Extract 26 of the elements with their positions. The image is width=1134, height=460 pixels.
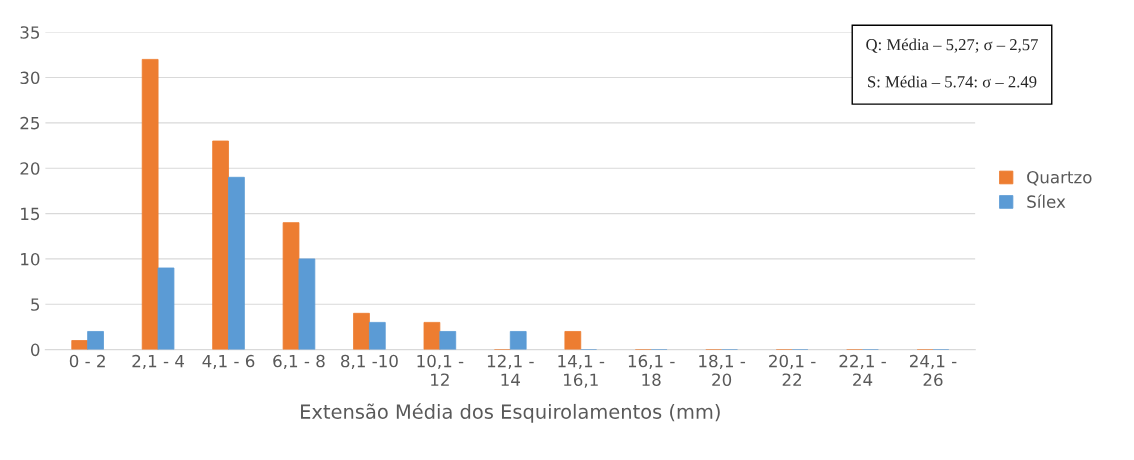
x-tick-label: 6,1 - 8 (273, 354, 325, 370)
y-tick-label: 5 (31, 298, 40, 311)
x-tick-label: 14,1 - 16,1 (558, 354, 605, 388)
x-tick-label: 4,1 - 6 (202, 354, 255, 370)
y-tick-label: 35 (20, 26, 40, 39)
x-tick-label: 20,1 - 22 (769, 354, 816, 386)
x-tick-label: 24,1 - 26 (909, 354, 957, 387)
annotation: Q: Média – 5,27; σ – 2,57 (866, 38, 1038, 53)
legend-label: Quartzo (1027, 170, 1092, 186)
y-tick-label: 15 (21, 207, 40, 221)
x-tick-label: 2,1 - 4 (132, 354, 184, 370)
x-tick-label: 16,1 - 18 (628, 354, 675, 387)
x-axis-title: Extensão Média dos Esquirolamentos (mm) (301, 403, 720, 423)
annotation: S: Média – 5.74: σ – 2.49 (868, 75, 1037, 88)
x-tick-label: 12,1 - 14 (487, 354, 534, 386)
x-tick-label: 8,1 -10 (341, 354, 398, 370)
y-tick-label: 30 (20, 71, 40, 85)
y-tick-label: 20 (20, 162, 40, 175)
x-tick-label: 18,1 - 20 (699, 354, 746, 387)
x-tick-label: 10,1 - 12 (417, 354, 464, 386)
x-tick-label: 22,1 - 24 (839, 354, 886, 386)
y-tick-label: 25 (20, 116, 40, 130)
y-tick-label: 10 (21, 252, 40, 266)
y-tick-label: 0 (30, 343, 40, 357)
x-tick-label: 0 - 2 (69, 354, 105, 368)
legend-label: Sílex (1027, 194, 1066, 208)
